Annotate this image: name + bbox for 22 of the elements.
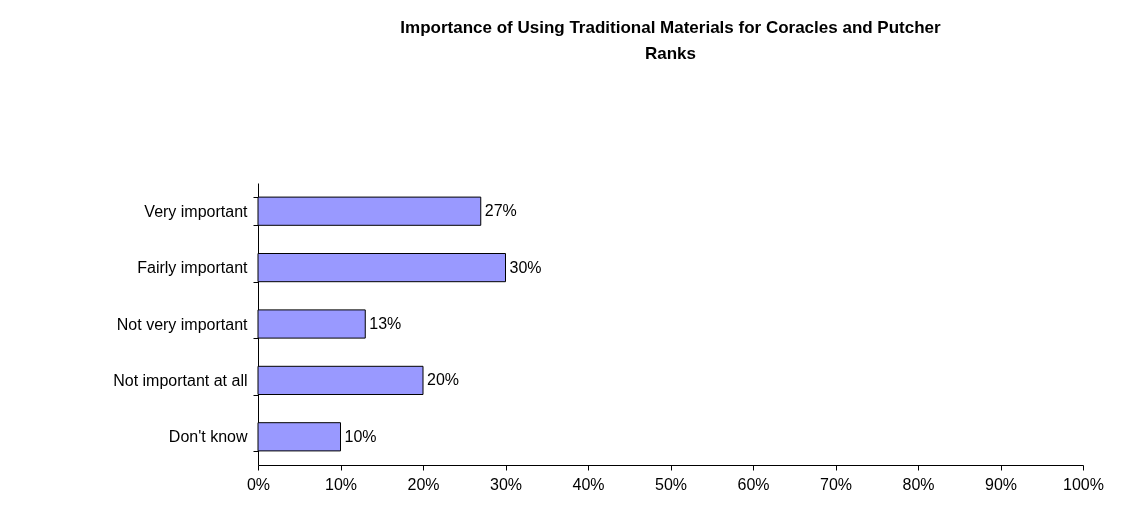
chart-title: Importance of Using Traditional Materials for Coracles and Putcher Ranks [400, 18, 942, 63]
x-tick-label: 40% [572, 475, 605, 493]
x-tick-label: 20% [407, 475, 440, 493]
x-tick-label: 70% [819, 475, 853, 493]
x-tick-label: 80% [902, 475, 935, 493]
x-tick-label: 30% [489, 475, 523, 493]
data-label: 20% [427, 371, 460, 389]
y-tick-label: Not very important [116, 315, 249, 333]
data-label: 30% [509, 258, 542, 276]
x-tick-label: 0% [246, 475, 271, 493]
y-tick-label: Fairly important [137, 259, 249, 277]
data-label: 13% [369, 315, 402, 332]
y-tick-label: Not important at all [113, 371, 248, 389]
x-tick-label: 50% [654, 475, 688, 493]
x-tick-label: 10% [324, 475, 358, 493]
y-tick-label: Very important [144, 202, 249, 220]
x-tick-label: 90% [984, 475, 1018, 493]
data-label: 27% [484, 202, 517, 220]
x-tick-label: 60% [737, 475, 770, 493]
data-label: 10% [344, 427, 377, 445]
x-tick-label: 100% [1063, 475, 1104, 493]
y-tick-label: Don't know [168, 428, 248, 446]
